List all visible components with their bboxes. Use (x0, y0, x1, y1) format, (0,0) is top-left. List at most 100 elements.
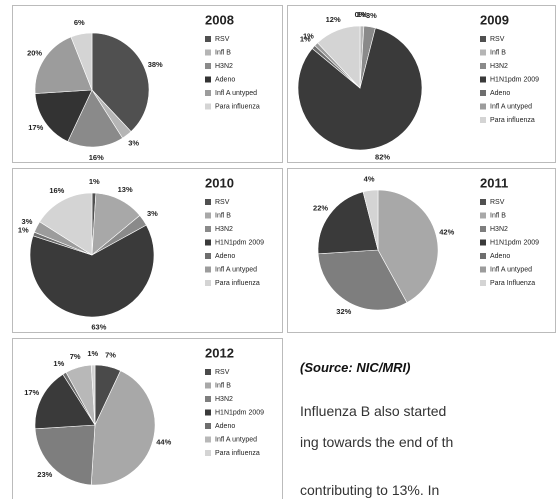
legend-swatch (205, 423, 211, 429)
legend-label: Adeno (490, 253, 510, 260)
legend-label: Adeno (490, 90, 510, 97)
legend-label: Adeno (215, 76, 235, 83)
legend-swatch (205, 280, 211, 286)
legend-swatch (205, 76, 211, 83)
chart-title: 2010 (205, 175, 234, 190)
legend-label: Infl B (490, 212, 506, 219)
legend-label: Infl A untyped (490, 103, 532, 110)
slice-label: 3% (147, 209, 158, 218)
body-line: contributing to 13%. In (300, 482, 440, 498)
slice-label: 16% (89, 153, 104, 162)
legend-swatch (480, 280, 486, 286)
slice-label: 17% (28, 123, 43, 132)
pie-slice (34, 89, 93, 142)
pie-slice (29, 224, 155, 318)
legend-swatch (205, 436, 211, 443)
legend-swatch (205, 36, 211, 42)
legend-swatch (205, 253, 211, 259)
legend-swatch (205, 226, 211, 232)
legend-label: RSV (490, 36, 505, 43)
slice-label: 1% (53, 359, 64, 368)
slice-label: 7% (105, 351, 116, 360)
legend-label: Para Influenza (490, 280, 535, 287)
legend-swatch (480, 49, 486, 56)
slice-label: 23% (37, 470, 52, 479)
legend-label: Infl B (215, 382, 231, 389)
legend-swatch (205, 382, 211, 389)
pie-slice (377, 189, 439, 303)
legend-label: H3N2 (215, 396, 233, 403)
body-line: Influenza B also started (300, 403, 447, 419)
legend-label: Infl A untyped (215, 90, 257, 97)
slice-label: 6% (74, 18, 85, 27)
legend-swatch (205, 450, 211, 456)
legend-label: Adeno (215, 253, 235, 260)
legend-swatch (480, 239, 486, 246)
pie-slice (90, 370, 156, 486)
slice-label: 1% (87, 349, 98, 358)
legend-label: H1N1pdm 2009 (215, 409, 264, 416)
legend-swatch (480, 36, 486, 42)
legend-label: Infl B (490, 49, 506, 56)
slice-label: 0% (355, 10, 366, 19)
panel (12, 338, 283, 499)
legend-swatch (480, 76, 486, 83)
source: (Source: NIC/MRI) (300, 360, 411, 375)
slice-label: 63% (91, 323, 106, 332)
legend-swatch (205, 212, 211, 219)
chart-title: 2011 (480, 175, 508, 190)
pie-slice (317, 249, 408, 311)
legend-swatch (480, 90, 486, 96)
legend-label: Para influenza (215, 280, 260, 287)
slice-label: 3% (128, 139, 139, 148)
slice-label: 4% (364, 175, 375, 184)
chart-title: 2012 (205, 345, 234, 360)
legend-swatch (480, 103, 486, 110)
slice-label: 82% (375, 152, 390, 161)
slice-label: 1% (357, 10, 368, 19)
slice-label: 1% (300, 35, 311, 44)
legend-label: Infl A untyped (490, 266, 532, 273)
legend-label: H3N2 (215, 226, 233, 233)
pie-slice (91, 32, 150, 132)
pie-slice (317, 25, 361, 89)
slice-label: 38% (148, 60, 163, 69)
legend-label: H1N1pdm 2009 (490, 76, 539, 83)
legend-swatch (480, 226, 486, 232)
body-line: ing towards the end of th (300, 434, 454, 450)
legend-swatch (480, 117, 486, 123)
legend-label: RSV (490, 199, 505, 206)
pie-slice (34, 424, 96, 486)
slice-label: 12% (326, 15, 341, 24)
slice-label: 1% (303, 31, 314, 40)
slice-label: 22% (313, 203, 328, 212)
legend-label: H3N2 (490, 63, 508, 70)
legend-swatch (205, 266, 211, 273)
pie-slice (67, 89, 123, 148)
legend-swatch (205, 396, 211, 402)
legend-label: RSV (215, 36, 230, 43)
pie-slice (297, 27, 423, 151)
legend-swatch (205, 239, 211, 246)
legend-label: Infl A untyped (215, 436, 257, 443)
legend-label: Infl B (215, 212, 231, 219)
legend-label: RSV (215, 369, 230, 376)
legend-label: Para influenza (215, 450, 260, 457)
legend-swatch (480, 253, 486, 259)
legend-swatch (205, 409, 211, 416)
slice-label: 16% (49, 186, 64, 195)
legend-swatch (205, 199, 211, 205)
pie-slice (362, 189, 379, 251)
slice-label: 32% (336, 307, 351, 316)
legend-label: RSV (215, 199, 230, 206)
legend-swatch (205, 63, 211, 69)
legend-swatch (480, 63, 486, 69)
legend-swatch (205, 49, 211, 56)
legend-label: H1N1pdm 2009 (490, 239, 539, 246)
slice-label: 20% (27, 49, 42, 58)
slice-label: 7% (70, 352, 81, 361)
panel (12, 168, 283, 333)
legend-swatch (480, 199, 486, 205)
pie-slice (34, 36, 93, 94)
